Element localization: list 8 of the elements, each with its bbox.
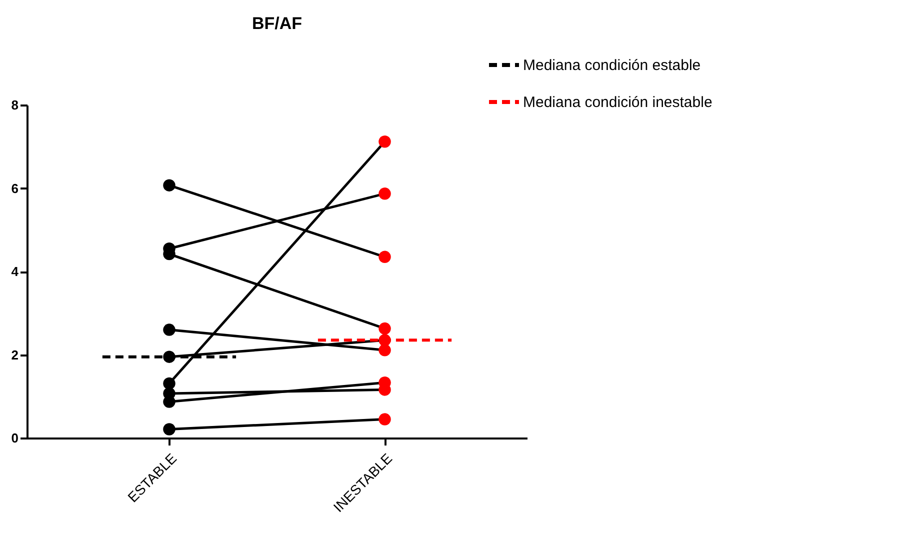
y-tick-label: 8 (11, 98, 18, 112)
y-tick-label: 6 (11, 180, 18, 196)
legend-label: Mediana condición estable (523, 57, 701, 74)
y-tick-label: 4 (11, 264, 20, 279)
y-tick-label: 0 (11, 430, 18, 446)
y-tick-label: 2 (11, 347, 18, 362)
legend-label: Mediana condición inestable (523, 94, 712, 111)
chart-title: BF/AF (252, 14, 302, 33)
